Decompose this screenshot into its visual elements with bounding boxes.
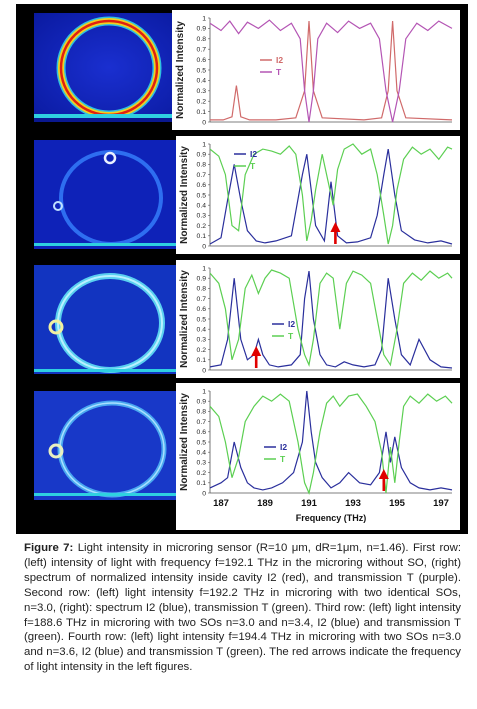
y-tick-label: 0.8 xyxy=(197,36,207,43)
spectrum-svg-row3: Normalized Intensity 0 0.1 0.2 0.3 0.4 0.5 0.6 0… xyxy=(179,265,453,374)
y-tick-label: 1 xyxy=(202,265,206,272)
y-tick-label: 0.2 xyxy=(197,470,207,477)
y-tick-label: 0.6 xyxy=(197,57,207,64)
series-line-i2 xyxy=(209,390,453,491)
legend-label-t: T xyxy=(250,161,256,171)
x-tick-label: 187 xyxy=(213,498,229,509)
legend-label-i2: I2 xyxy=(276,55,283,65)
y-tick-label: 0 xyxy=(202,490,206,497)
y-tick-label: 0.4 xyxy=(197,78,207,85)
series-line-t xyxy=(209,19,453,123)
y-tick-label: 0.9 xyxy=(197,399,207,406)
y-tick-label: 0.6 xyxy=(197,182,207,189)
caption-label: Figure 7: xyxy=(24,542,74,554)
series-line-t xyxy=(209,393,453,495)
y-tick-label: 0.3 xyxy=(197,337,207,344)
y-tick-label: 0.5 xyxy=(197,192,207,199)
red-arrow-head xyxy=(251,346,262,356)
y-tick-label: 0.7 xyxy=(197,296,207,303)
y-tick-label: 0.6 xyxy=(197,306,207,313)
y-tick-label: 0 xyxy=(202,243,206,250)
spectrum-svg-row4: Normalized Intensity 0 0.1 0.2 0.3 0.4 0.5 0.6 0… xyxy=(179,388,453,523)
y-tick-label: 0.9 xyxy=(197,276,207,283)
x-axis-label: Frequency (THz) xyxy=(296,513,367,523)
y-tick-label: 0.5 xyxy=(197,316,207,323)
series-line-t xyxy=(209,269,453,367)
y-tick-label: 0.1 xyxy=(197,233,207,240)
y-tick-label: 0.7 xyxy=(197,419,207,426)
legend-label-i2: I2 xyxy=(288,319,295,329)
series-line-t xyxy=(209,143,453,245)
x-tick-label: 191 xyxy=(301,498,318,509)
field-image-row2 xyxy=(34,140,184,249)
field-image-row1 xyxy=(34,13,184,122)
y-tick-label: 0.8 xyxy=(197,162,207,169)
red-arrow-head xyxy=(378,469,389,479)
spectrum-plot-row3: Normalized Intensity 0 0.1 0.2 0.3 0.4 0.5 0.6 0… xyxy=(176,260,460,378)
x-tick-label: 197 xyxy=(433,498,449,509)
y-tick-label: 0 xyxy=(202,119,206,126)
legend-label-i2: I2 xyxy=(280,442,287,452)
legend-label-t: T xyxy=(280,454,286,464)
y-axis-label: Normalized Intensity xyxy=(175,21,186,119)
red-arrow-head xyxy=(330,222,341,232)
series-line-i2 xyxy=(210,21,453,121)
legend-label-t: T xyxy=(276,67,282,77)
series-line-i2 xyxy=(209,148,453,245)
series-line-i2 xyxy=(209,271,453,369)
spectrum-svg-row1: Normalized Intensity 0 0.1 0.2 0.3 0.4 0.5 0.6 0… xyxy=(175,15,453,126)
y-tick-label: 0.5 xyxy=(197,439,207,446)
x-tick-label: 189 xyxy=(257,498,273,509)
y-tick-label: 0.3 xyxy=(197,460,207,467)
spectrum-plot-row2: Normalized Intensity 0 0.1 0.2 0.3 0.4 0.5 0.6 0… xyxy=(176,136,460,254)
x-tick-label: 193 xyxy=(345,498,361,509)
field-image-row3 xyxy=(34,265,184,374)
y-tick-label: 0.9 xyxy=(197,26,207,33)
y-tick-label: 0.4 xyxy=(197,450,207,457)
y-tick-label: 0.1 xyxy=(197,109,207,116)
x-tick-label: 195 xyxy=(389,498,406,509)
y-axis-label: Normalized Intensity xyxy=(179,393,190,491)
y-tick-label: 0.9 xyxy=(197,152,207,159)
y-tick-label: 0.2 xyxy=(197,347,207,354)
y-tick-label: 0.4 xyxy=(197,327,207,334)
y-tick-label: 0.8 xyxy=(197,286,207,293)
y-tick-label: 0.2 xyxy=(197,99,207,106)
y-axis-label: Normalized Intensity xyxy=(179,270,190,368)
y-tick-label: 0.5 xyxy=(197,67,207,74)
spectrum-plot-row1: Normalized Intensity 0 0.1 0.2 0.3 0.4 0.5 0.6 0… xyxy=(172,10,460,130)
y-tick-label: 0.2 xyxy=(197,223,207,230)
field-image-row4 xyxy=(34,391,184,500)
y-tick-label: 0.7 xyxy=(197,172,207,179)
y-tick-label: 0.1 xyxy=(197,357,207,364)
legend-label-t: T xyxy=(288,331,294,341)
y-tick-label: 0.8 xyxy=(197,409,207,416)
y-tick-label: 1 xyxy=(202,141,206,148)
figure-panel: Normalized Intensity 0 0.1 0.2 0.3 0.4 0.5 0.6 0… xyxy=(16,4,468,534)
y-tick-label: 0.1 xyxy=(197,480,207,487)
y-tick-label: 0.4 xyxy=(197,203,207,210)
figure-caption: Figure 7: Light intensity in microring s… xyxy=(24,541,461,675)
caption-text: Light intensity in microring sensor (R=1… xyxy=(24,542,461,674)
y-tick-label: 0.7 xyxy=(197,47,207,54)
legend-label-i2: I2 xyxy=(250,149,257,159)
y-tick-label: 1 xyxy=(202,388,206,395)
spectrum-plot-row4: Normalized Intensity 0 0.1 0.2 0.3 0.4 0.5 0.6 0… xyxy=(176,383,460,530)
y-tick-label: 0 xyxy=(202,367,206,374)
y-tick-label: 0.3 xyxy=(197,88,207,95)
y-tick-label: 1 xyxy=(202,15,206,22)
y-tick-label: 0.6 xyxy=(197,429,207,436)
y-tick-label: 0.3 xyxy=(197,213,207,220)
y-axis-label: Normalized Intensity xyxy=(179,146,190,244)
spectrum-svg-row2: Normalized Intensity 0 0.1 0.2 0.3 0.4 0.5 0.6 0… xyxy=(179,141,453,250)
